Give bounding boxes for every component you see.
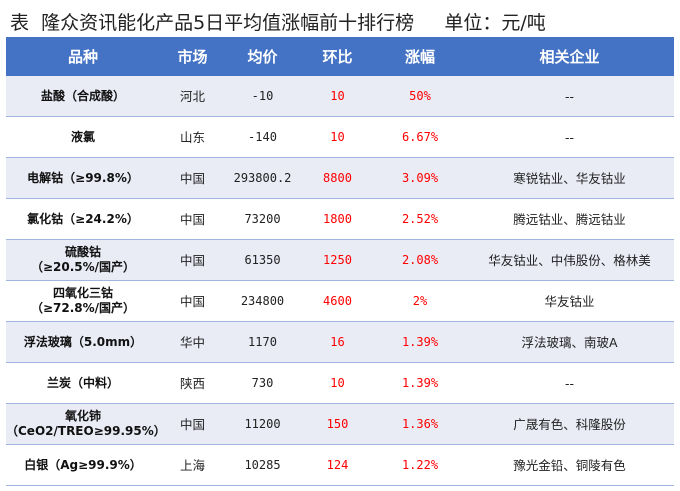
- cell-change: 16: [300, 321, 375, 363]
- cell-pct: 1.22%: [375, 444, 465, 486]
- cell-pct: 2.08%: [375, 239, 465, 281]
- product-name: 氯化钴（≥24.2%）: [27, 211, 139, 226]
- cell-pct: 6.67%: [375, 116, 465, 158]
- cell-avg-price: 234800: [225, 280, 300, 322]
- cell-avg-price: -140: [225, 116, 300, 158]
- table-row: 电解钴（≥99.8%） 中国 293800.2 8800 3.09% 寒锐钴业、华友钴业: [6, 157, 674, 199]
- cell-companies: 寒锐钴业、华友钴业: [465, 157, 674, 199]
- product-spec: （≥20.5%/国产）: [30, 260, 136, 274]
- product-name: 盐酸（合成酸）: [40, 88, 125, 103]
- table-title: 表 隆众资讯能化产品5日平均值涨幅前十排行榜 单位：元/吨: [10, 12, 546, 34]
- cell-pct: 3.09%: [375, 157, 465, 199]
- table-row: 液氯 山东 -140 10 6.67% --: [6, 116, 674, 158]
- table-row: 兰炭（中料） 陕西 730 10 1.39% --: [6, 362, 674, 404]
- cell-product: 兰炭（中料）: [6, 362, 160, 404]
- product-name: 白银（Ag≥99.9%）: [24, 457, 142, 472]
- cell-market: 华中: [160, 321, 225, 363]
- table-row: 四氧化三钴 （≥72.8%/国产） 中国 234800 4600 2% 华友钴业: [6, 280, 674, 322]
- product-spec: （CeO2/TREO≥99.95%）: [6, 424, 166, 438]
- cell-market: 中国: [160, 157, 225, 199]
- cell-avg-price: 73200: [225, 198, 300, 240]
- cell-change: 10: [300, 362, 375, 404]
- cell-pct: 2.52%: [375, 198, 465, 240]
- cell-product: 电解钴（≥99.8%）: [6, 157, 160, 199]
- product-name: 氧化铈: [64, 409, 101, 423]
- cell-companies: 华友钴业: [465, 280, 674, 322]
- table-row: 氧化铈 （CeO2/TREO≥99.95%） 中国 11200 150 1.36% 广晟有色…: [6, 403, 674, 445]
- table-row: 盐酸（合成酸） 河北 -10 10 50% --: [6, 76, 674, 117]
- cell-product: 氧化铈 （CeO2/TREO≥99.95%）: [6, 403, 166, 445]
- cell-avg-price: 730: [225, 362, 300, 404]
- product-spec: （≥72.8%/国产）: [30, 301, 136, 315]
- cell-companies: --: [465, 116, 674, 158]
- header-companies: 相关企业: [465, 37, 674, 76]
- cell-change: 124: [300, 444, 375, 486]
- ranking-table: 品种 市场 均价 环比 涨幅 相关企业 盐酸（合成酸） 河北 -10 10 50% -- 液…: [6, 37, 674, 486]
- cell-avg-price: 1170: [225, 321, 300, 363]
- cell-pct: 1.39%: [375, 362, 465, 404]
- cell-product: 盐酸（合成酸）: [6, 76, 160, 117]
- cell-market: 河北: [160, 76, 225, 117]
- product-name: 硫酸钴: [64, 245, 101, 259]
- header-product: 品种: [6, 37, 160, 76]
- cell-pct: 1.36%: [375, 403, 465, 445]
- cell-change: 150: [300, 403, 375, 445]
- cell-market: 中国: [160, 280, 225, 322]
- cell-companies: 腾远钴业、腾远钴业: [465, 198, 674, 240]
- cell-product: 氯化钴（≥24.2%）: [6, 198, 160, 240]
- cell-avg-price: -10: [225, 76, 300, 117]
- cell-change: 1800: [300, 198, 375, 240]
- cell-product: 四氧化三钴 （≥72.8%/国产）: [6, 280, 160, 322]
- cell-market: 中国: [160, 239, 225, 281]
- cell-companies: --: [465, 76, 674, 117]
- cell-change: 8800: [300, 157, 375, 199]
- cell-pct: 1.39%: [375, 321, 465, 363]
- product-name: 浮法玻璃（5.0mm）: [23, 334, 143, 349]
- header-pct: 涨幅: [375, 37, 465, 76]
- cell-change: 4600: [300, 280, 375, 322]
- cell-pct: 50%: [375, 76, 465, 117]
- product-name: 四氧化三钴: [52, 286, 113, 300]
- product-name: 兰炭（中料）: [46, 375, 119, 390]
- header-market: 市场: [160, 37, 225, 76]
- product-name: 电解钴（≥99.8%）: [27, 170, 139, 185]
- cell-market: 中国: [160, 198, 225, 240]
- cell-change: 1250: [300, 239, 375, 281]
- cell-avg-price: 11200: [225, 403, 300, 445]
- table-row: 浮法玻璃（5.0mm） 华中 1170 16 1.39% 浮法玻璃、南玻A: [6, 321, 674, 363]
- cell-market: 中国: [160, 403, 225, 445]
- header-row: 品种 市场 均价 环比 涨幅 相关企业: [6, 37, 674, 76]
- table-row: 硫酸钴 （≥20.5%/国产） 中国 61350 1250 2.08% 华友钴业、中伟股份、…: [6, 239, 674, 281]
- cell-companies: 广晟有色、科隆股份: [465, 403, 674, 445]
- header-avg-price: 均价: [225, 37, 300, 76]
- table-row: 白银（Ag≥99.9%） 上海 10285 124 1.22% 豫光金铅、铜陵有色: [6, 444, 674, 486]
- cell-product: 浮法玻璃（5.0mm）: [6, 321, 160, 363]
- cell-companies: 华友钴业、中伟股份、格林美: [465, 239, 674, 281]
- cell-market: 山东: [160, 116, 225, 158]
- cell-avg-price: 293800.2: [225, 157, 300, 199]
- cell-companies: 浮法玻璃、南玻A: [465, 321, 674, 363]
- cell-avg-price: 10285: [225, 444, 300, 486]
- cell-change: 10: [300, 76, 375, 117]
- header-change: 环比: [300, 37, 375, 76]
- cell-change: 10: [300, 116, 375, 158]
- cell-companies: --: [465, 362, 674, 404]
- cell-market: 陕西: [160, 362, 225, 404]
- cell-product: 硫酸钴 （≥20.5%/国产）: [6, 239, 160, 281]
- cell-product: 白银（Ag≥99.9%）: [6, 444, 160, 486]
- table-row: 氯化钴（≥24.2%） 中国 73200 1800 2.52% 腾远钴业、腾远钴业: [6, 198, 674, 240]
- cell-product: 液氯: [6, 116, 160, 158]
- cell-companies: 豫光金铅、铜陵有色: [465, 444, 674, 486]
- cell-avg-price: 61350: [225, 239, 300, 281]
- product-name: 液氯: [70, 129, 95, 144]
- cell-market: 上海: [160, 444, 225, 486]
- cell-pct: 2%: [375, 280, 465, 322]
